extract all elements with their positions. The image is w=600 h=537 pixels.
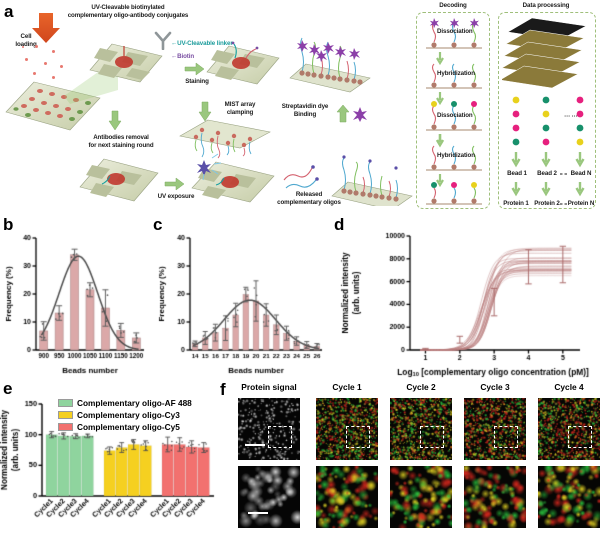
panel-b-chart: b <box>0 214 152 378</box>
cell-dot <box>25 58 28 61</box>
cell-dot <box>44 62 47 65</box>
legend-swatch-cy3 <box>58 411 73 419</box>
cell-dot <box>35 45 38 48</box>
chip-released-icon <box>331 155 413 206</box>
label-protein-n: Protein N <box>567 200 595 207</box>
panel-f-image-row1-col3 <box>464 466 526 528</box>
panel-a-letter: a <box>4 2 14 21</box>
label-bead-1: Bead 1 <box>507 170 527 177</box>
panel-f-image-row1-col1 <box>316 466 378 528</box>
legend-swatch-af488 <box>58 399 73 407</box>
panel-f-image-row1-col2 <box>390 466 452 528</box>
legend-item-cy5: Complementary oligo-Cy5 <box>58 422 180 432</box>
released-oligos-icon <box>283 165 319 189</box>
chip-uv-burst-icon <box>191 153 275 203</box>
chip-with-conjugates-icon <box>206 41 280 85</box>
chip-stained-icon <box>89 43 163 83</box>
panel-f-image-row0-col2 <box>390 398 452 460</box>
mist-array-icon <box>179 119 271 159</box>
panel-f-column-title-0: Protein signal <box>241 382 297 392</box>
label-released-oligos: Released complementary oligos <box>277 191 341 206</box>
panel-f-letter: f <box>220 380 226 399</box>
panel-f-image-row0-col4 <box>538 398 600 460</box>
cell-dot <box>60 65 63 68</box>
legend-item-cy3: Complementary oligo-Cy3 <box>58 410 180 420</box>
panel-e-chart: e <box>0 378 222 537</box>
panel-c-canvas <box>150 214 332 378</box>
label-streptavidin: Streptavidin dye Binding <box>281 103 329 118</box>
panel-f-image-row1-col4 <box>538 466 600 528</box>
label-dissociation-1: Dissociation <box>437 28 473 35</box>
panel-f-column-title-1: Cycle 1 <box>332 382 362 392</box>
panel-f-column-title-3: Cycle 3 <box>480 382 510 392</box>
clamp-arrow-icon <box>198 101 212 122</box>
cell-loading-arrow-icon <box>32 13 60 43</box>
label-bead-n: Bead N <box>570 170 592 177</box>
label-antibodies-removal: Antibodies removal for next staining roun… <box>88 134 154 149</box>
antibody-icon <box>154 31 172 50</box>
cell-dot <box>52 50 55 53</box>
label-bead-2: Bead 2 <box>537 170 557 177</box>
cell-dot <box>22 46 25 49</box>
panel-f-roi-box-col1 <box>346 426 370 448</box>
panel-b-canvas <box>0 214 152 378</box>
dye-star-icon <box>353 107 367 122</box>
label-staining: Staining <box>185 78 209 85</box>
label-cell-loading: Cell loading <box>15 33 37 48</box>
staining-arrow-icon <box>184 62 205 76</box>
panel-f-image-row0-col3 <box>464 398 526 460</box>
data-processing-box <box>498 12 596 209</box>
panel-f-scalebar-overview <box>245 444 265 447</box>
panel-e-canvas <box>0 378 222 537</box>
uv-exposure-arrow-icon <box>164 177 185 191</box>
chip-after-uv-icon <box>79 158 159 202</box>
label-protein-2: Protein 2 <box>534 200 560 207</box>
panel-f-image-row0-col0 <box>238 398 300 460</box>
removal-arrow-icon <box>108 110 122 131</box>
panel-d-chart: d <box>330 214 600 378</box>
streptavidin-arrow-icon <box>336 104 350 123</box>
label-mist-clamping: MIST array clamping <box>224 101 256 116</box>
panel-f-roi-box-col4 <box>568 426 592 448</box>
decoding-box <box>416 12 490 209</box>
panel-f-image-row0-col1 <box>316 398 378 460</box>
data-processing-diagram <box>502 17 587 205</box>
panel-f-roi-box-col2 <box>420 426 444 448</box>
cell-dot <box>52 76 55 79</box>
panel-f-images: f Protein signal Cycle 1 Cycle 2 Cycle 3 Cyc… <box>218 378 600 537</box>
label-data-processing: Data processing <box>522 2 570 9</box>
panel-d-canvas <box>330 214 600 378</box>
panel-f-column-title-4: Cycle 4 <box>554 382 584 392</box>
label-hybridization-2: Hybridization <box>437 152 475 159</box>
legend-label-cy5: Complementary oligo-Cy5 <box>77 422 180 432</box>
cell-dot <box>33 72 36 75</box>
decoding-diagram <box>426 18 482 205</box>
legend-swatch-cy5 <box>58 423 73 431</box>
label-conjugates: UV-Cleavable biotinylated complementary o… <box>67 4 189 19</box>
legend-label-cy3: Complementary oligo-Cy3 <box>77 410 180 420</box>
label-uv-exposure: UV exposure <box>157 193 195 200</box>
label-dissociation-2: Dissociation <box>437 112 473 119</box>
panel-c-chart: c <box>150 214 332 378</box>
panel-f-column-title-2: Cycle 2 <box>406 382 436 392</box>
label-biotin: ←Biotin <box>171 53 195 60</box>
cell-array-chip-icon <box>5 81 101 131</box>
legend-item-af488: Complementary oligo-AF 488 <box>58 398 192 408</box>
label-decoding: Decoding <box>439 2 467 9</box>
label-bead-ellipsis: ··· ··· <box>564 113 578 120</box>
panel-f-roi-box-col0 <box>268 426 292 448</box>
label-protein-1: Protein 1 <box>503 200 529 207</box>
panel-f-scalebar-zoom <box>248 512 268 515</box>
panel-f-roi-box-col3 <box>494 426 518 448</box>
legend-label-af488: Complementary oligo-AF 488 <box>77 398 192 408</box>
chip-streptavidin-icon <box>289 37 371 93</box>
label-uv-linker: ←UV-Cleavable linker <box>171 40 233 47</box>
panel-a-schematic: a Cell loading <box>0 0 600 212</box>
panel-f-image-row1-col0 <box>238 466 300 528</box>
label-hybridization-1: Hybridization <box>437 70 475 77</box>
